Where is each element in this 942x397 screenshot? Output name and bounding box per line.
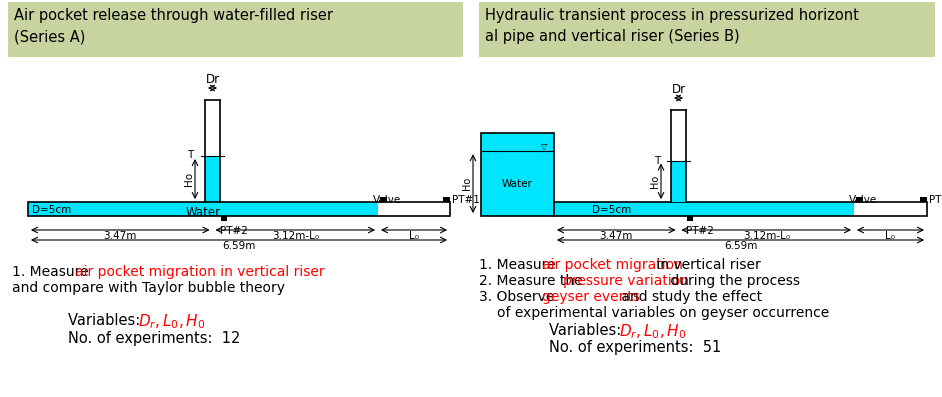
- Text: 1. Measure: 1. Measure: [479, 258, 560, 272]
- Text: during the process: during the process: [666, 274, 800, 288]
- Text: D=5cm: D=5cm: [32, 205, 72, 215]
- Text: D=5cm: D=5cm: [592, 205, 631, 215]
- Text: T: T: [654, 156, 660, 166]
- Text: 3. Observe: 3. Observe: [479, 290, 559, 304]
- Text: 3.12m-L₀: 3.12m-L₀: [742, 231, 789, 241]
- Text: $D_r, L_0, H_0$: $D_r, L_0, H_0$: [138, 312, 205, 331]
- Text: air pocket migration: air pocket migration: [542, 258, 683, 272]
- Text: ▽: ▽: [541, 141, 547, 150]
- Text: Water: Water: [502, 179, 533, 189]
- Text: 2. Measure the: 2. Measure the: [479, 274, 587, 288]
- Bar: [554, 202, 854, 216]
- Bar: [671, 161, 686, 202]
- Text: T: T: [187, 150, 193, 160]
- Text: Ho: Ho: [462, 177, 472, 190]
- Bar: [481, 133, 554, 216]
- Text: PT#1: PT#1: [452, 195, 479, 205]
- Bar: [205, 156, 220, 202]
- Text: L₀: L₀: [885, 231, 896, 241]
- Bar: [554, 202, 927, 216]
- Text: Water: Water: [186, 206, 220, 219]
- Text: geyser events: geyser events: [542, 290, 640, 304]
- Text: in vertical riser: in vertical riser: [652, 258, 761, 272]
- Bar: [481, 133, 554, 216]
- Text: Hydraulic transient process in pressurized horizont
al pipe and vertical riser (: Hydraulic transient process in pressuriz…: [485, 8, 859, 44]
- Text: 3.47m: 3.47m: [104, 231, 137, 241]
- Bar: [380, 197, 387, 202]
- Text: PT#1: PT#1: [929, 195, 942, 205]
- Text: and compare with Taylor bubble theory: and compare with Taylor bubble theory: [12, 281, 285, 295]
- Text: Dr: Dr: [205, 73, 219, 86]
- Bar: [8, 2, 463, 57]
- Text: Air pocket release through water-filled riser
(Series A): Air pocket release through water-filled …: [14, 8, 333, 44]
- Text: 6.59m: 6.59m: [222, 241, 255, 251]
- Text: No. of experiments:  51: No. of experiments: 51: [549, 340, 722, 355]
- Text: Valve: Valve: [849, 195, 877, 205]
- Bar: [856, 197, 863, 202]
- Text: air pocket migration in vertical riser: air pocket migration in vertical riser: [75, 265, 325, 279]
- Text: PT#2: PT#2: [220, 226, 248, 236]
- Text: Variables:: Variables:: [549, 323, 630, 338]
- Text: Ho: Ho: [650, 175, 660, 188]
- Text: No. of experiments:  12: No. of experiments: 12: [68, 331, 240, 346]
- Text: pressure variation: pressure variation: [563, 274, 689, 288]
- Text: L₀: L₀: [409, 231, 419, 241]
- Bar: [28, 202, 450, 216]
- Bar: [479, 2, 935, 57]
- Bar: [221, 216, 227, 221]
- Text: $D_r, L_0, H_0$: $D_r, L_0, H_0$: [619, 322, 687, 341]
- Text: 3.12m-L₀: 3.12m-L₀: [271, 231, 318, 241]
- Text: PT#2: PT#2: [686, 226, 714, 236]
- Bar: [920, 197, 927, 202]
- Bar: [443, 197, 450, 202]
- Text: Ho: Ho: [184, 172, 194, 186]
- Text: 6.59m: 6.59m: [723, 241, 757, 251]
- Text: Dr: Dr: [672, 83, 686, 96]
- Text: Variables:: Variables:: [68, 313, 150, 328]
- Bar: [687, 216, 693, 221]
- Text: 1. Measure: 1. Measure: [12, 265, 93, 279]
- Bar: [28, 202, 378, 216]
- Text: of experimental variables on geyser occurrence: of experimental variables on geyser occu…: [497, 306, 829, 320]
- Text: 3.47m: 3.47m: [599, 231, 633, 241]
- Text: and study the effect: and study the effect: [617, 290, 762, 304]
- Text: Valve: Valve: [373, 195, 401, 205]
